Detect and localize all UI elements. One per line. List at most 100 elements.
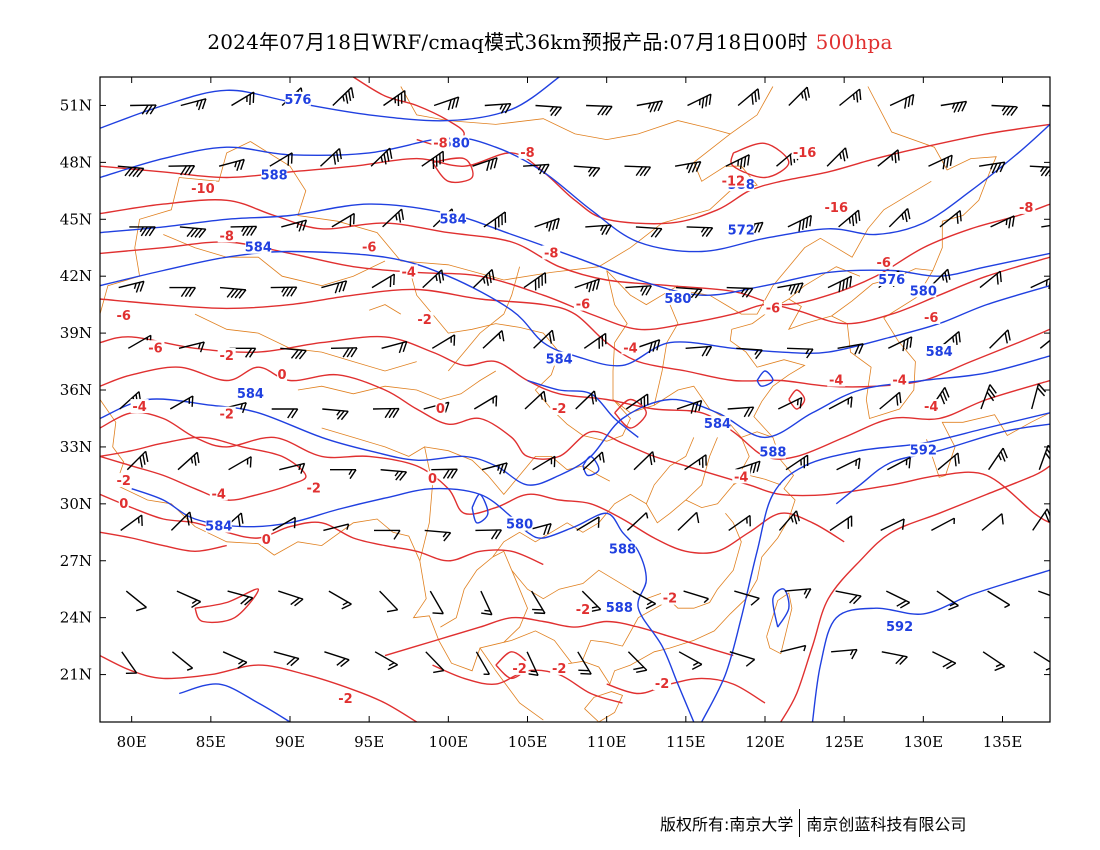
wind-barb (120, 514, 143, 531)
wind-barb (881, 651, 908, 665)
temperature-contour-label: -6 (576, 298, 590, 313)
height-contour-label: 588 (609, 542, 636, 557)
wind-barb (231, 91, 255, 107)
temperature-contour-label: -10 (191, 182, 215, 197)
border-line (511, 513, 742, 609)
temperature-contour (100, 654, 418, 722)
height-contour (100, 250, 1050, 367)
height-contour-layer (100, 77, 1050, 722)
wind-barb (532, 455, 556, 471)
temperature-contour-label: -8 (520, 146, 534, 161)
wind-barb (480, 590, 493, 616)
wind-barb (627, 651, 648, 673)
height-contour-label: 584 (546, 353, 573, 368)
contour-label-bg (284, 91, 311, 106)
temperature-contour (100, 411, 845, 554)
pressure-level: 500hpa (815, 30, 893, 54)
contour-label-bg (910, 442, 937, 457)
contour-label-bg (704, 416, 731, 431)
height-contour-label: 580 (443, 136, 470, 151)
wind-barb (526, 651, 539, 677)
wind-barb (626, 512, 649, 531)
wind-barb (429, 590, 444, 615)
contour-label-bg (732, 469, 751, 484)
wind-barb (179, 226, 207, 239)
wind-barb (473, 395, 498, 410)
contour-label-bg (118, 495, 129, 510)
temperature-contour-label: 0 (278, 368, 287, 383)
height-contour-label: 584 (245, 241, 272, 256)
contour-label-bg (518, 144, 537, 159)
lon-tick-label: 125E (824, 733, 864, 751)
contour-label-bg (550, 400, 569, 415)
contour-label-bg (189, 180, 216, 195)
height-contour-label: 588 (606, 601, 633, 616)
lat-tick-label: 42N (60, 267, 92, 285)
wind-barb (684, 454, 707, 471)
wind-barb (121, 651, 138, 675)
wind-barb (737, 88, 760, 107)
height-contour (179, 683, 291, 722)
height-contour (131, 487, 695, 722)
wind-barb (380, 469, 408, 481)
wind-barb (877, 149, 900, 167)
wind-barb (675, 286, 703, 299)
contour-label-bg (910, 283, 937, 298)
wind-barb (937, 452, 960, 471)
contour-label-bg (878, 271, 905, 286)
contour-label-bg (440, 211, 467, 226)
wind-barb (472, 157, 498, 171)
temperature-contour-label: -2 (307, 482, 321, 497)
wind-barb (371, 273, 395, 289)
height-contour-label: 572 (728, 224, 755, 239)
contour-label-bg (886, 619, 913, 634)
wind-barb (1032, 508, 1050, 531)
wind-barb (279, 462, 306, 474)
wind-barb (1039, 331, 1050, 349)
wind-barb (879, 391, 902, 410)
temperature-contour-label: -8 (219, 229, 233, 244)
temperature-contour (431, 157, 474, 184)
wind-barb (524, 390, 547, 410)
contour-label-bg (823, 199, 850, 214)
contour-label-bg (360, 239, 379, 254)
contour-label-bg (664, 290, 691, 305)
wind-barb (728, 514, 751, 531)
contour-label-bg (621, 340, 640, 355)
wind-barb (230, 225, 258, 237)
wind-barb (379, 590, 399, 613)
temperature-contour-label: -2 (552, 402, 566, 417)
wind-barb (685, 345, 713, 357)
height-contour (756, 370, 774, 387)
wind-barb (777, 396, 803, 410)
wind-barb (736, 347, 763, 360)
wind-barb (168, 165, 196, 176)
contour-label-bg (261, 531, 272, 546)
wind-barb (583, 332, 607, 349)
border-line (685, 437, 718, 501)
height-contour-label: 592 (910, 444, 937, 459)
wind-barb (523, 272, 547, 291)
contour-label-bg (336, 691, 355, 706)
lat-tick-label: 33N (60, 438, 92, 456)
wind-barb (988, 447, 1008, 471)
wind-barb (130, 104, 157, 115)
wind-barb (981, 513, 1004, 531)
contour-label-bg (1017, 199, 1036, 214)
contour-label-bg (130, 399, 149, 414)
wind-barb (523, 163, 550, 175)
wind-barb (625, 285, 652, 296)
wind-barb (218, 158, 245, 171)
contour-label-bg (573, 602, 592, 617)
temperature-contour-label: -2 (219, 408, 233, 423)
wind-barb (939, 209, 962, 228)
contour-label-bg (146, 340, 165, 355)
temperature-contour-label: -16 (793, 146, 817, 161)
wind-barb (786, 347, 814, 359)
wind-barb (980, 384, 997, 410)
temperature-contour-label: -4 (734, 470, 748, 485)
wind-barb (831, 648, 858, 660)
wind-barb (280, 347, 307, 360)
lat-tick-label: 39N (60, 324, 92, 342)
wind-barb (880, 518, 905, 532)
